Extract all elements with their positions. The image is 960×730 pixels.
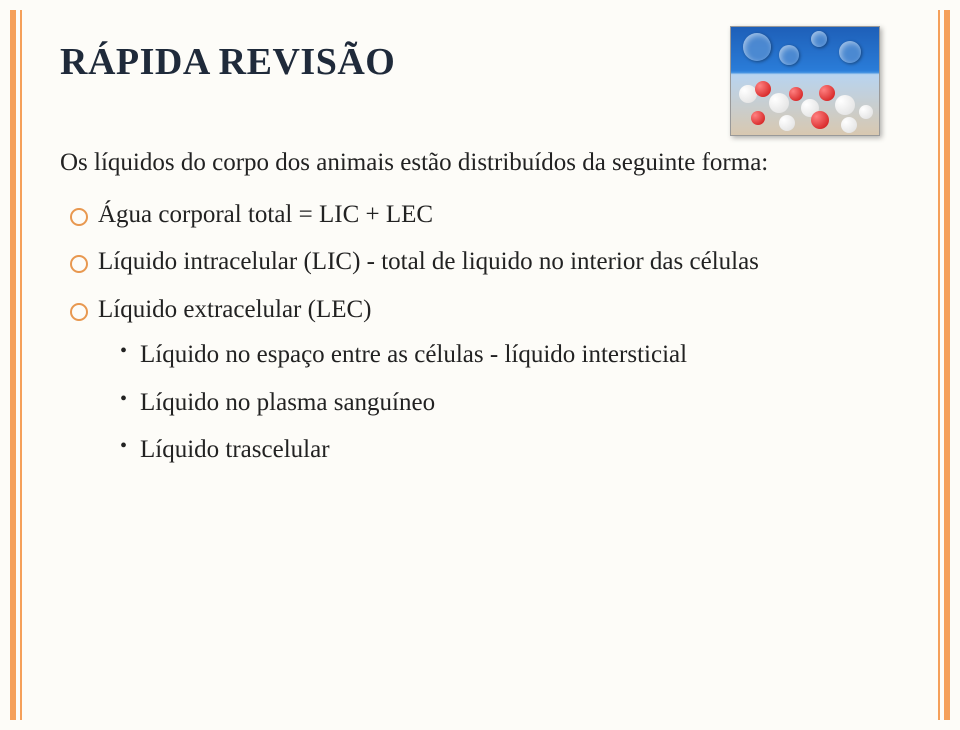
sub-list-item: Líquido no espaço entre as células - líq…: [120, 336, 900, 374]
slide-border-left: [10, 10, 16, 720]
body-text: Os líquidos do corpo dos animais estão d…: [60, 144, 900, 469]
list-item: Líquido extracelular (LEC) Líquido no es…: [70, 291, 900, 469]
sub-list-item: Líquido no plasma sanguíneo: [120, 384, 900, 422]
sub-list-item-text: Líquido trascelular: [140, 436, 330, 463]
sub-list-item-text: Líquido no espaço entre as células - líq…: [140, 341, 687, 368]
bullet-list: Água corporal total = LIC + LEC Líquido …: [60, 196, 900, 469]
slide-border-right: [944, 10, 950, 720]
sub-list-item-text: Líquido no plasma sanguíneo: [140, 389, 435, 416]
list-item-text: Água corporal total = LIC + LEC: [98, 201, 433, 228]
list-item-text: Líquido extracelular (LEC): [98, 296, 372, 323]
list-item: Água corporal total = LIC + LEC: [70, 196, 900, 234]
slide-content: RÁPIDA REVISÃO Os líquidos do corpo dos …: [60, 40, 900, 479]
list-item-text: Líquido intracelular (LIC) - total de li…: [98, 248, 759, 275]
sub-bullet-list: Líquido no espaço entre as células - líq…: [98, 336, 900, 469]
slide-title: RÁPIDA REVISÃO: [60, 40, 900, 84]
sub-list-item: Líquido trascelular: [120, 431, 900, 469]
list-item: Líquido intracelular (LIC) - total de li…: [70, 243, 900, 281]
intro-paragraph: Os líquidos do corpo dos animais estão d…: [60, 144, 900, 182]
